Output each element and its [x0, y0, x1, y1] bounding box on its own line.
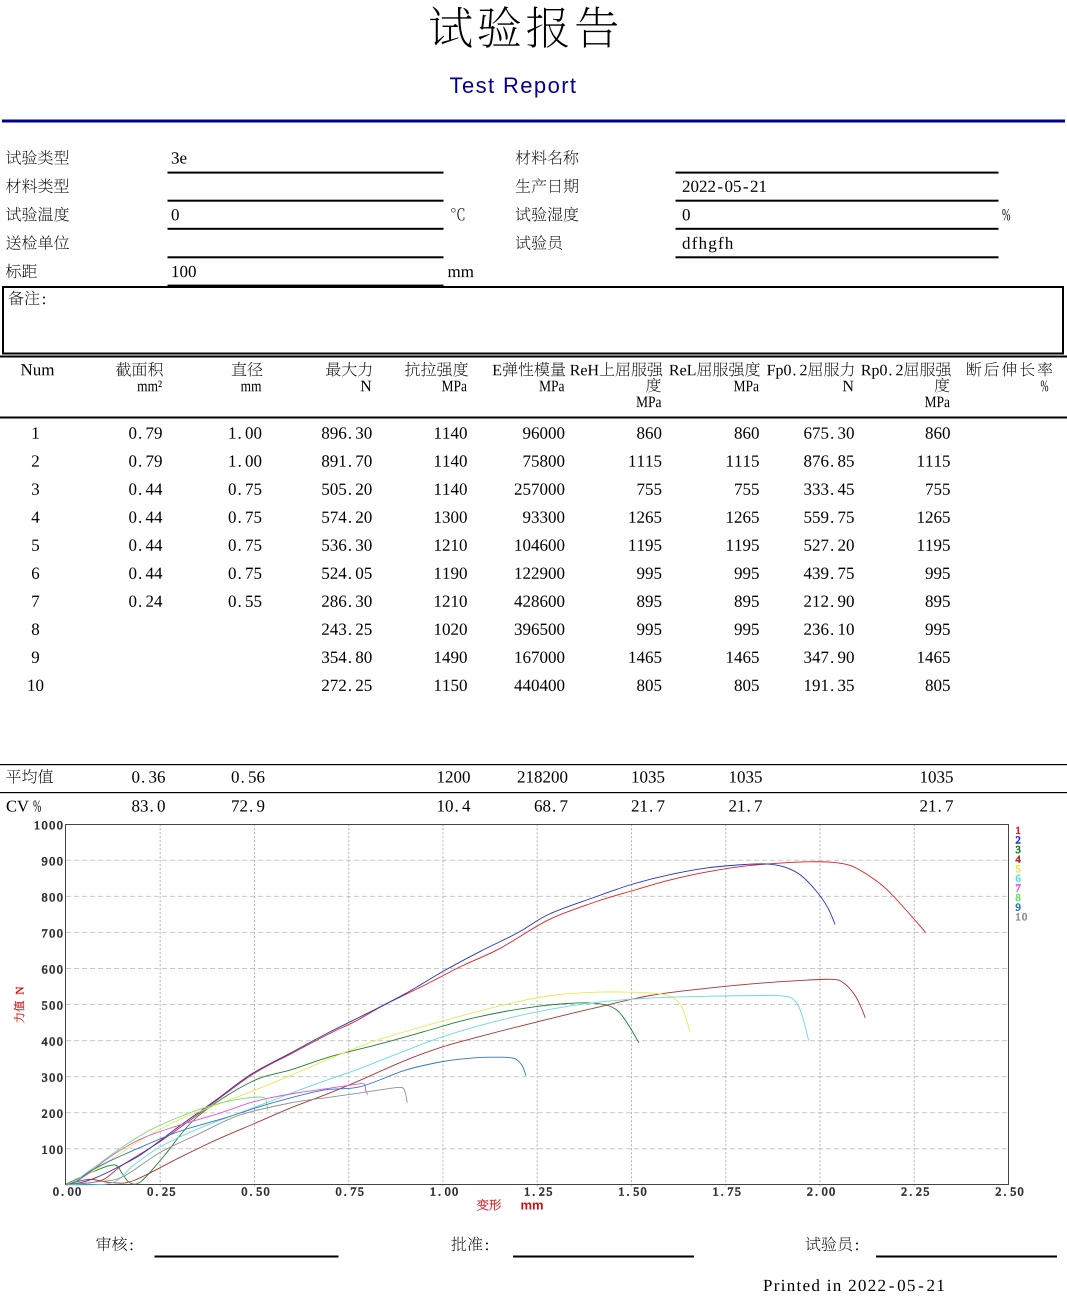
svg-text:Test Report: Test Report	[450, 73, 578, 98]
svg-text:mm: mm	[521, 1198, 544, 1213]
